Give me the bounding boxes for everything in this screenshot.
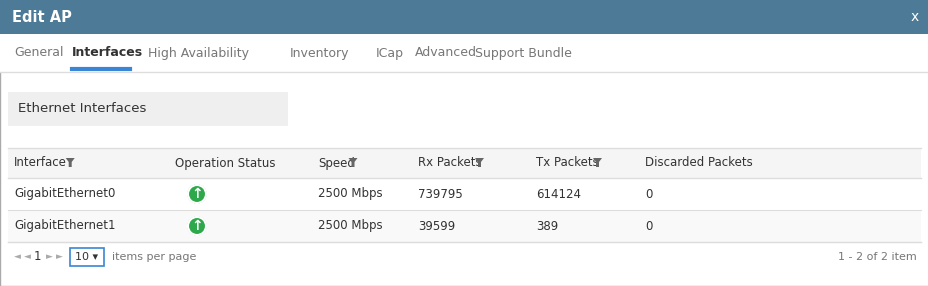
Text: Tx Packets: Tx Packets	[535, 156, 599, 170]
Text: ↑: ↑	[191, 219, 202, 233]
Text: 1: 1	[34, 251, 42, 263]
Text: General: General	[14, 47, 63, 59]
FancyBboxPatch shape	[0, 0, 928, 34]
Text: Discarded Packets: Discarded Packets	[644, 156, 752, 170]
Text: Speed: Speed	[317, 156, 354, 170]
Text: Inventory: Inventory	[290, 47, 349, 59]
Text: 39599: 39599	[418, 219, 455, 233]
Circle shape	[187, 185, 206, 203]
Text: 2500 Mbps: 2500 Mbps	[317, 188, 382, 200]
Text: ◄: ◄	[24, 253, 31, 261]
Text: Edit AP: Edit AP	[12, 9, 71, 25]
Polygon shape	[592, 158, 601, 167]
FancyBboxPatch shape	[0, 34, 928, 72]
Text: ◄: ◄	[14, 253, 20, 261]
Text: 10 ▾: 10 ▾	[75, 252, 98, 262]
Text: Operation Status: Operation Status	[174, 156, 276, 170]
Text: Rx Packets: Rx Packets	[418, 156, 481, 170]
Text: 1 - 2 of 2 item: 1 - 2 of 2 item	[837, 252, 916, 262]
Text: 614124: 614124	[535, 188, 580, 200]
FancyBboxPatch shape	[8, 210, 920, 242]
FancyBboxPatch shape	[8, 92, 288, 126]
Text: ICap: ICap	[376, 47, 404, 59]
Text: ►: ►	[56, 253, 63, 261]
Text: GigabitEthernet0: GigabitEthernet0	[14, 188, 115, 200]
FancyBboxPatch shape	[8, 148, 920, 178]
Text: Advanced: Advanced	[415, 47, 476, 59]
FancyBboxPatch shape	[70, 248, 104, 266]
Polygon shape	[348, 158, 357, 167]
Text: 2500 Mbps: 2500 Mbps	[317, 219, 382, 233]
Text: 0: 0	[644, 188, 651, 200]
Polygon shape	[474, 158, 483, 167]
FancyBboxPatch shape	[8, 242, 920, 272]
Text: items per page: items per page	[112, 252, 196, 262]
Text: 0: 0	[644, 219, 651, 233]
Text: Interface: Interface	[14, 156, 67, 170]
Text: Support Bundle: Support Bundle	[474, 47, 572, 59]
FancyBboxPatch shape	[8, 178, 920, 210]
Text: ►: ►	[46, 253, 53, 261]
Text: High Availability: High Availability	[148, 47, 249, 59]
Text: 389: 389	[535, 219, 558, 233]
Polygon shape	[66, 158, 74, 167]
Text: 739795: 739795	[418, 188, 462, 200]
Text: ↑: ↑	[191, 187, 202, 201]
Circle shape	[187, 217, 206, 235]
Text: x: x	[909, 10, 918, 24]
Text: GigabitEthernet1: GigabitEthernet1	[14, 219, 115, 233]
Text: Interfaces: Interfaces	[72, 47, 143, 59]
Text: Ethernet Interfaces: Ethernet Interfaces	[18, 102, 147, 116]
